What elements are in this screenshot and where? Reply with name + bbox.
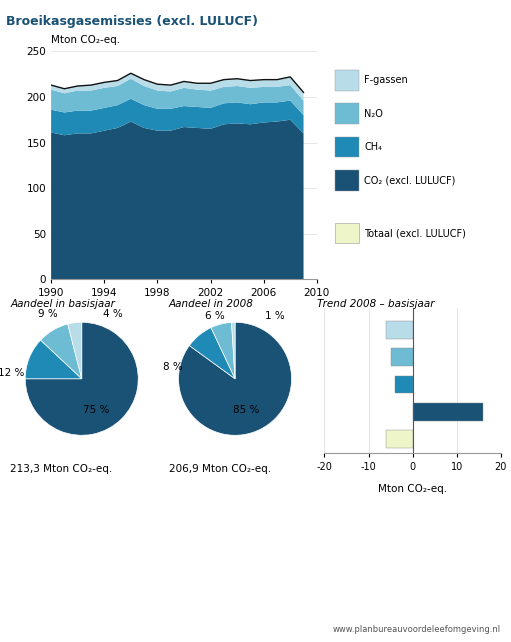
Text: Trend 2008 – basisjaar: Trend 2008 – basisjaar [317,299,434,309]
Wedge shape [25,322,138,435]
Text: N₂O: N₂O [364,108,383,119]
Text: Mton CO₂-eq.: Mton CO₂-eq. [51,35,120,44]
Wedge shape [68,322,82,379]
Text: 8 %: 8 % [163,363,183,372]
Text: Mton CO₂-eq.: Mton CO₂-eq. [378,485,447,494]
Text: Aandeel in 2008: Aandeel in 2008 [169,299,253,309]
Text: 1 %: 1 % [265,311,285,320]
Text: CH₄: CH₄ [364,142,382,152]
Wedge shape [190,327,235,379]
Bar [395,376,413,394]
Text: 213,3 Mton CO₂-eq.: 213,3 Mton CO₂-eq. [10,464,112,474]
Bar [413,403,483,421]
Wedge shape [40,324,82,379]
Wedge shape [211,322,235,379]
Text: 4 %: 4 % [103,309,123,319]
Wedge shape [25,340,82,379]
Wedge shape [178,322,292,435]
Text: CO₂ (excl. LULUCF): CO₂ (excl. LULUCF) [364,175,456,186]
Text: Broeikasgasemissies (excl. LULUCF): Broeikasgasemissies (excl. LULUCF) [6,15,258,28]
Bar [386,430,413,448]
Text: 75 %: 75 % [83,405,109,415]
Text: 85 %: 85 % [233,405,260,415]
Text: 206,9 Mton CO₂-eq.: 206,9 Mton CO₂-eq. [169,464,271,474]
Wedge shape [231,322,235,379]
Text: 6 %: 6 % [205,311,225,320]
Text: 12 %: 12 % [0,368,25,378]
Bar [390,349,413,366]
Text: F-gassen: F-gassen [364,75,408,85]
Text: www.planbureauvoordeleefomgeving.nl: www.planbureauvoordeleefomgeving.nl [333,625,501,634]
Text: Aandeel in basisjaar: Aandeel in basisjaar [10,299,115,309]
Bar [386,321,413,339]
Text: Totaal (excl. LULUCF): Totaal (excl. LULUCF) [364,228,466,238]
Text: 9 %: 9 % [38,309,58,319]
